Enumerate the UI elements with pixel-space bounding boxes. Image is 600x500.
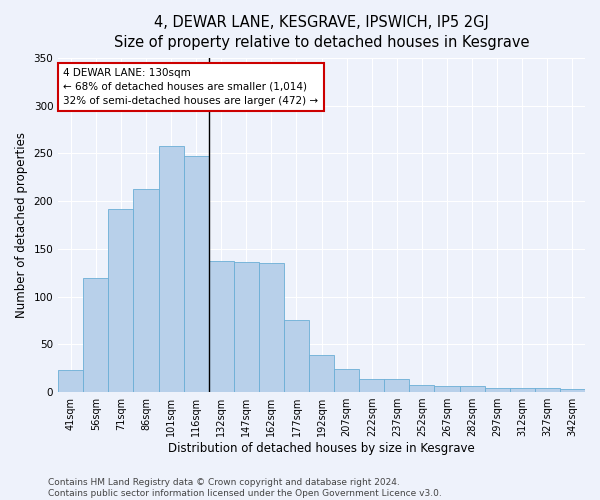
Y-axis label: Number of detached properties: Number of detached properties xyxy=(15,132,28,318)
X-axis label: Distribution of detached houses by size in Kesgrave: Distribution of detached houses by size … xyxy=(168,442,475,455)
Bar xyxy=(385,378,409,392)
Bar xyxy=(334,369,359,392)
Bar xyxy=(133,188,158,392)
Bar xyxy=(284,320,309,392)
Bar xyxy=(209,262,234,392)
Bar xyxy=(109,209,133,392)
Bar xyxy=(409,386,434,392)
Bar xyxy=(184,156,209,392)
Bar xyxy=(485,388,510,392)
Bar xyxy=(58,370,83,392)
Bar xyxy=(359,378,385,392)
Bar xyxy=(234,262,259,392)
Bar xyxy=(510,388,535,392)
Bar xyxy=(560,389,585,392)
Bar xyxy=(259,263,284,392)
Bar xyxy=(158,146,184,392)
Text: 4 DEWAR LANE: 130sqm
← 68% of detached houses are smaller (1,014)
32% of semi-de: 4 DEWAR LANE: 130sqm ← 68% of detached h… xyxy=(64,68,319,106)
Bar xyxy=(460,386,485,392)
Bar xyxy=(83,278,109,392)
Bar xyxy=(309,355,334,392)
Text: Contains HM Land Registry data © Crown copyright and database right 2024.
Contai: Contains HM Land Registry data © Crown c… xyxy=(48,478,442,498)
Bar xyxy=(434,386,460,392)
Bar xyxy=(535,388,560,392)
Title: 4, DEWAR LANE, KESGRAVE, IPSWICH, IP5 2GJ
Size of property relative to detached : 4, DEWAR LANE, KESGRAVE, IPSWICH, IP5 2G… xyxy=(114,15,529,50)
